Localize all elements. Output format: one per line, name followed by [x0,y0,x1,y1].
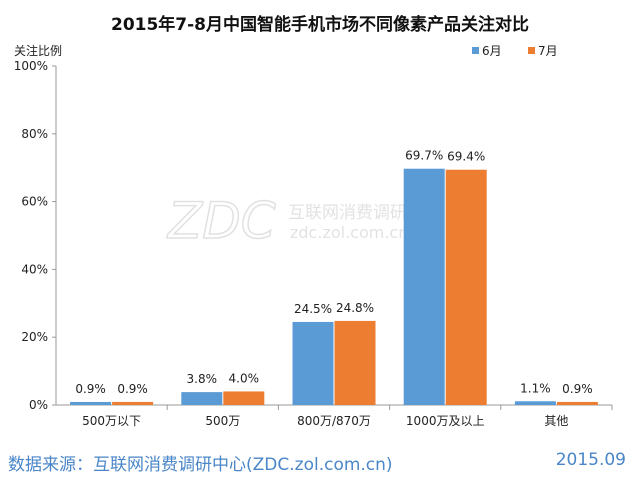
data-label: 24.5% [294,302,332,316]
watermark: ZDC 互联网消费调研中心 zdc.zol.com.cn [165,191,441,251]
data-label: 4.0% [229,371,260,385]
legend-label: 7月 [538,44,558,58]
x-tick-label: 其他 [544,414,568,428]
data-label: 0.9% [562,382,593,396]
y-tick-label: 60% [21,195,48,209]
bar [292,321,334,405]
y-tick-label: 20% [21,330,48,344]
data-label: 24.8% [336,301,374,315]
bar [223,391,265,405]
y-tick-label: 100% [14,59,48,73]
data-label: 0.9% [117,382,148,396]
chart-title: 2015年7-8月中国智能手机市场不同像素产品关注对比 [110,15,530,35]
legend-label: 6月 [482,44,502,58]
bar [514,401,556,405]
watermark-cn: 互联网消费调研中心 [288,203,441,223]
data-label: 3.8% [187,372,218,386]
bar [112,401,154,405]
y-tick-label: 0% [29,398,48,412]
data-label: 0.9% [75,382,106,396]
bar [403,168,445,405]
watermark-url: zdc.zol.com.cn [290,223,408,242]
x-tick-label: 1000万及以上 [406,414,485,428]
watermark-logo: ZDC [166,192,276,250]
x-tick-label: 500万 [205,414,240,428]
footer: 数据来源：互联网消费调研中心(ZDC.zol.com.cn) 2015.09 [0,446,640,480]
data-label: 69.7% [405,149,443,163]
bar [445,169,487,405]
bar-chart: ZDC 互联网消费调研中心 zdc.zol.com.cn 关注比例 0% 20% 4… [14,43,613,428]
bar [181,392,223,405]
bar [556,401,598,405]
source-note: 数据来源：互联网消费调研中心(ZDC.zol.com.cn) [8,455,393,475]
legend: 6月 7月 [472,44,558,58]
y-tick-label: 40% [21,262,48,276]
y-tick-label: 80% [21,127,48,141]
bar [70,401,112,405]
plot-area: 0% 20% 40% 60% 80% 100% 500万以下 0.9% 0.9% 500万 3.8%… [14,59,613,428]
report-date: 2015.09 [555,450,626,470]
legend-swatch [472,47,479,54]
y-axis-label: 关注比例 [14,43,62,58]
legend-swatch [528,47,535,54]
x-tick-label: 800万/870万 [297,414,371,428]
x-tick-label: 500万以下 [82,414,141,428]
bar [334,320,376,405]
data-label: 1.1% [520,381,551,395]
data-label: 69.4% [447,150,485,164]
